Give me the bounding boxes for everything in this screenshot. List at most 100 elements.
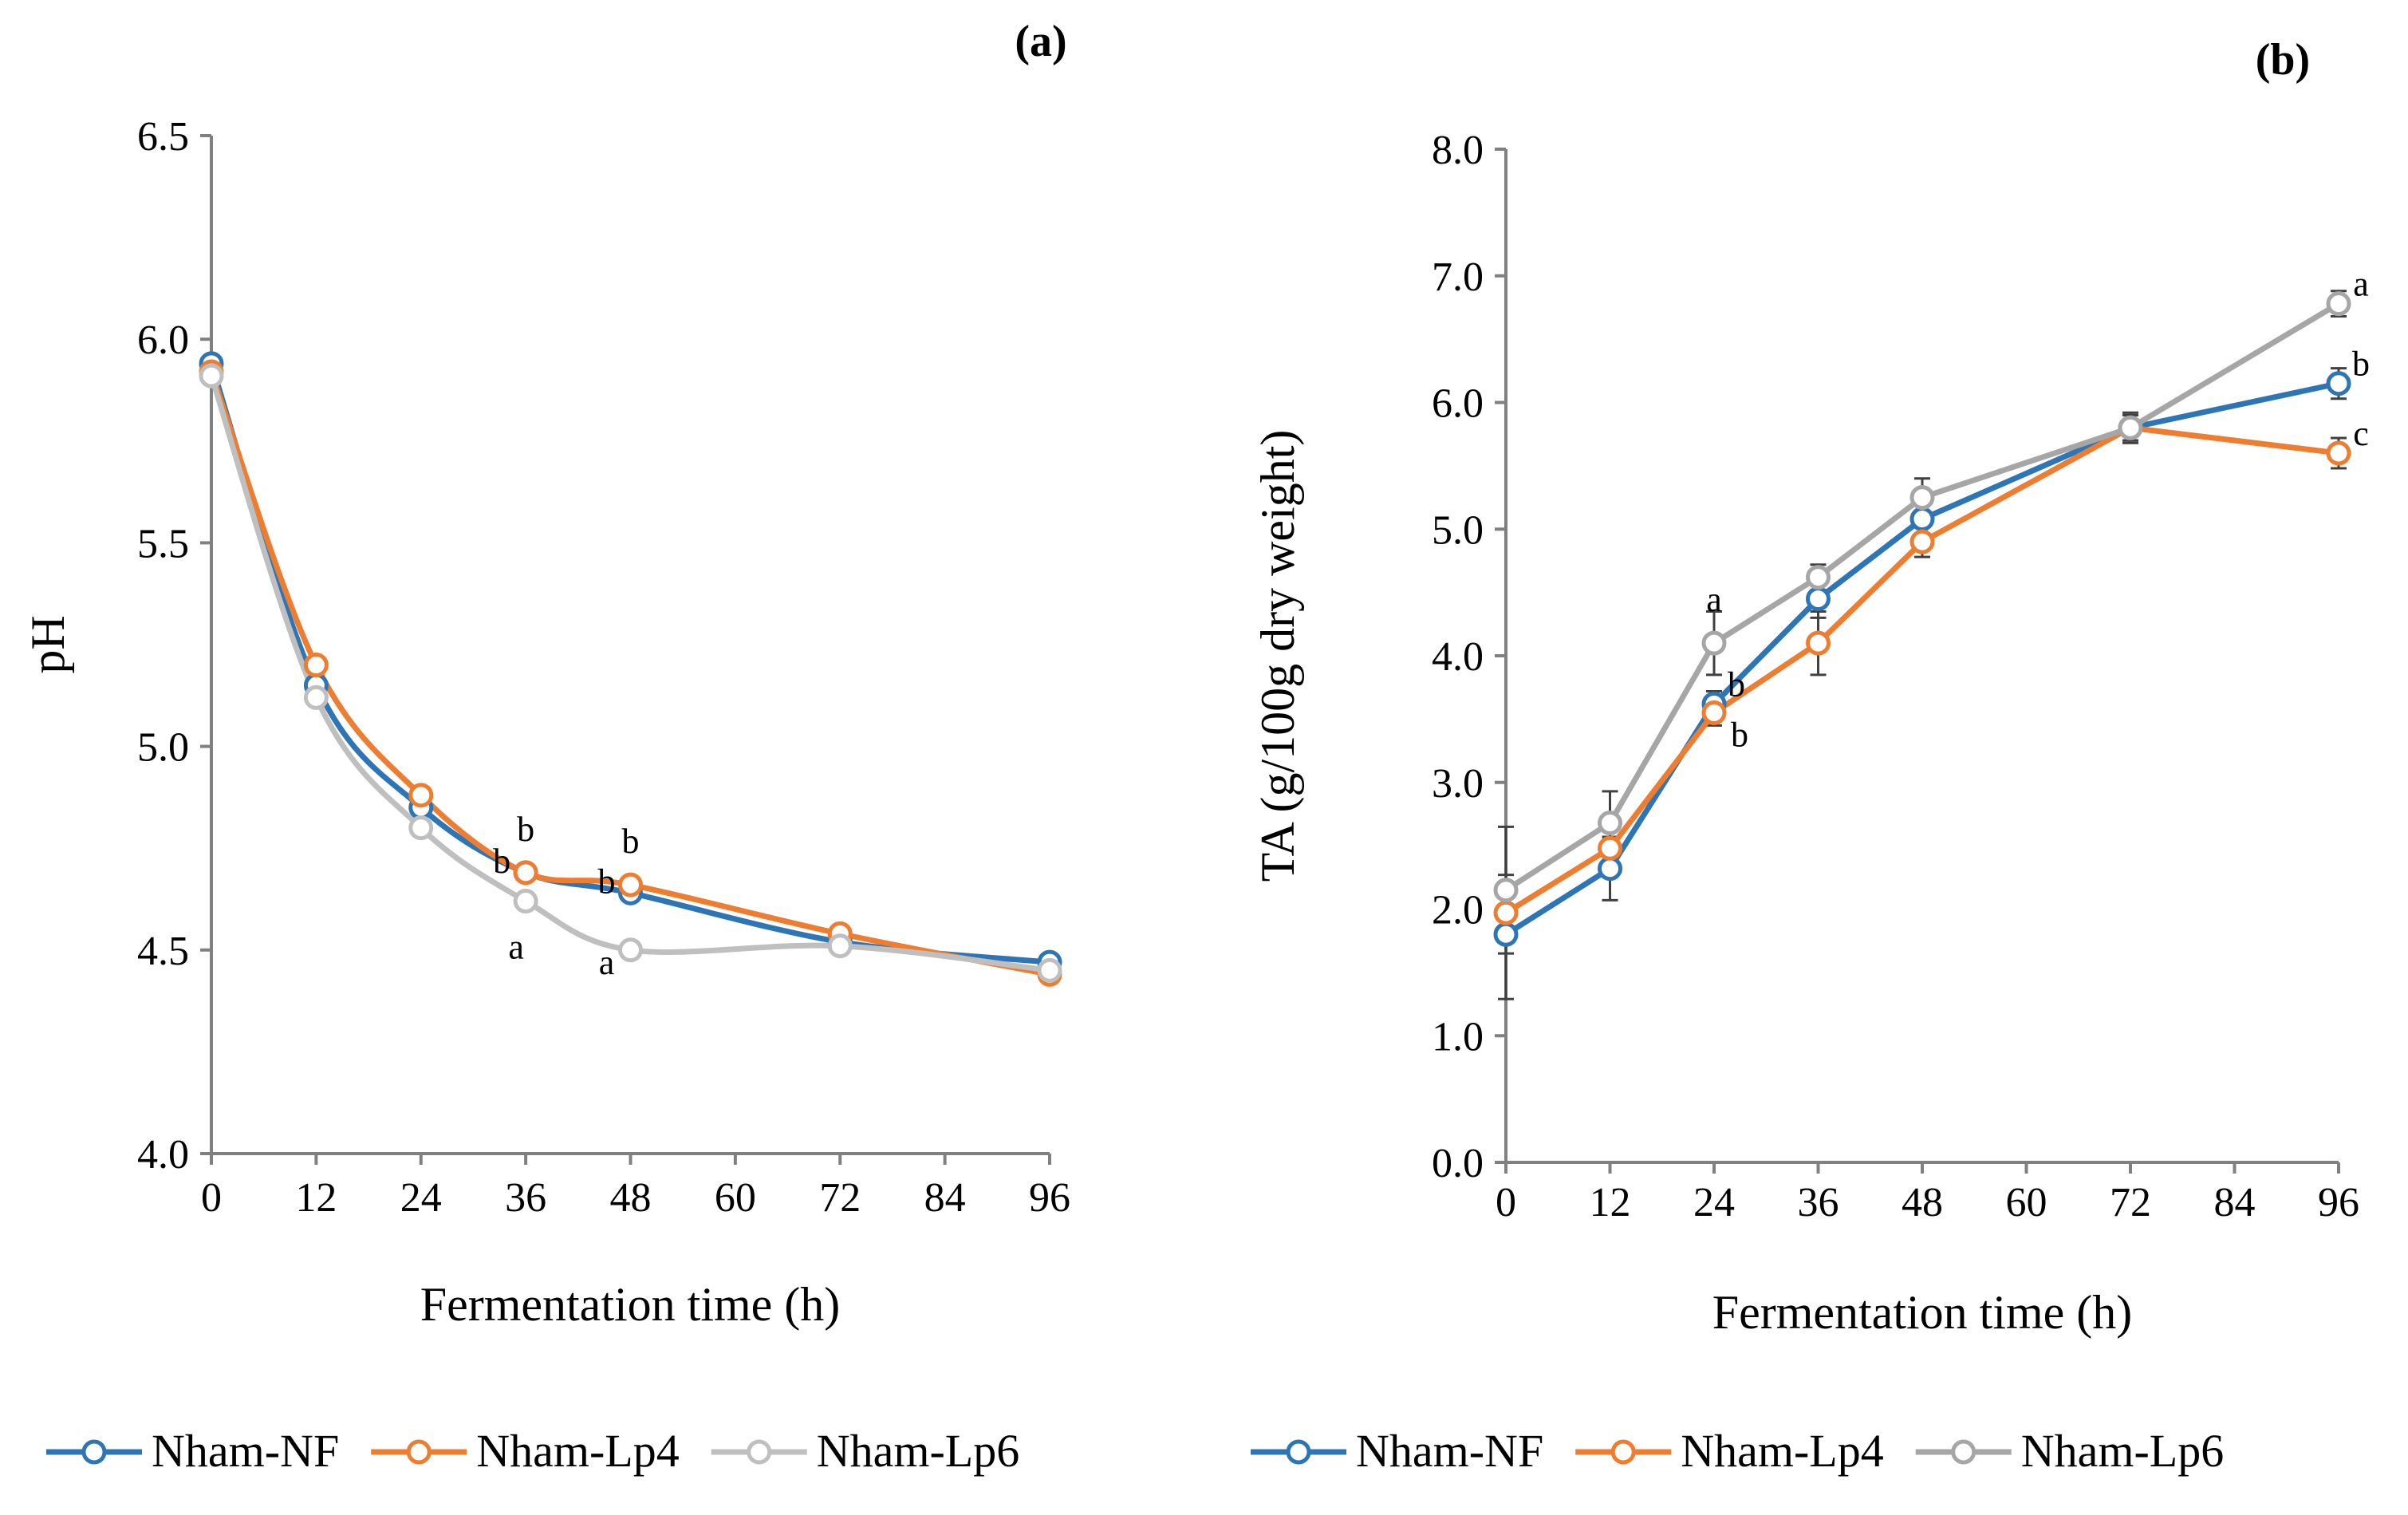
data-point-nham-lp6 [513, 889, 538, 914]
data-point-nham-lp6 [827, 933, 853, 959]
legend-marker-nham-lp6 [747, 1439, 772, 1465]
data-point-nham-lp4 [513, 860, 538, 886]
panel-a-xtick-label: 96 [1029, 1175, 1070, 1221]
significance-letter: a [508, 928, 524, 967]
panel-b-xtick-label: 60 [2006, 1180, 2047, 1225]
legend-marker-nham-nf [1286, 1439, 1311, 1465]
panel-b-y-label: TA (g/100g dry weight) [1251, 430, 1304, 882]
panel-b-ytick-label: 1.0 [1432, 1014, 1484, 1059]
panel-b-ytick-label: 6.0 [1432, 381, 1484, 427]
legend-marker-nham-lp4 [1610, 1439, 1636, 1465]
panel-b-ytick-label: 5.0 [1432, 507, 1484, 553]
significance-letter: b [493, 842, 510, 881]
panel-b-xtick-label: 96 [2318, 1180, 2359, 1225]
data-point-nham-lp6 [1806, 565, 1831, 590]
data-point-nham-lp4 [618, 872, 643, 898]
panel-b-ytick-label: 4.0 [1432, 634, 1484, 680]
panel-b-xtick-label: 72 [2110, 1180, 2151, 1225]
legend-label-nham-nf: Nham-NF [152, 1425, 339, 1477]
panel-a-ytick-label: 4.5 [137, 929, 189, 974]
panel-a-y-label: pH [22, 615, 74, 673]
panel-b-x-label: Fermentation time (h) [1712, 1286, 2133, 1339]
significance-letter: b [517, 810, 534, 849]
series-line-nham-nf [1504, 381, 2339, 937]
panel-b-xtick-label: 12 [1590, 1180, 1631, 1225]
data-point-nham-lp6 [618, 937, 643, 963]
legend-marker-nham-nf [81, 1439, 107, 1465]
panel-a-tag: (a) [1015, 17, 1066, 66]
data-point-nham-lp4 [1598, 835, 1622, 861]
chart-panel-a: (a) 4.0 4.5 5.0 5.5 6.0 6.5 0 12 24 36 48 60 72 84 96… [22, 17, 1070, 1331]
series-line-nham-nf [208, 362, 1050, 965]
data-point-nham-nf [1493, 921, 1519, 947]
panel-b-xtick-label: 0 [1496, 1180, 1516, 1225]
significance-letter: b [1731, 715, 1748, 754]
data-point-nham-lp4 [2326, 440, 2351, 466]
panel-a-xtick-label: 72 [819, 1175, 861, 1221]
panel-a-ytick-label: 4.0 [137, 1132, 189, 1178]
data-point-nham-lp4 [1806, 630, 1831, 656]
panel-a-xtick-label: 36 [505, 1175, 546, 1221]
panel-a-ytick-label: 6.0 [137, 318, 189, 363]
panel-b-xtick-label: 84 [2214, 1180, 2256, 1225]
panel-b-xtick-label: 48 [1902, 1180, 1943, 1225]
panel-a-x-label: Fermentation time (h) [420, 1278, 841, 1331]
data-point-nham-nf [1909, 507, 1935, 532]
legend-marker-nham-lp4 [406, 1439, 432, 1465]
significance-letter: b [1728, 665, 1745, 704]
panel-a-ytick-label: 5.5 [137, 521, 189, 566]
data-point-nham-lp4 [408, 783, 434, 808]
data-point-nham-lp6 [1493, 878, 1519, 903]
significance-letter: b [622, 822, 640, 861]
data-point-nham-lp4 [1493, 900, 1519, 925]
data-point-nham-lp6 [1701, 630, 1727, 656]
series-line-nham-lp6 [1504, 301, 2340, 893]
panel-b-xtick-label: 24 [1693, 1180, 1735, 1225]
panel-a-xtick-label: 84 [924, 1175, 966, 1221]
data-point-nham-lp6 [1909, 485, 1935, 511]
significance-letter: a [1706, 580, 1722, 619]
panel-b-ytick-label: 7.0 [1432, 254, 1484, 300]
legend-label-nham-lp4: Nham-Lp4 [476, 1425, 680, 1477]
panel-a-xtick-label: 48 [610, 1175, 652, 1221]
legend-panel-b: Nham-NF Nham-Lp4 Nham-Lp6 [1251, 1425, 2224, 1477]
panel-b-ytick-label: 2.0 [1432, 888, 1484, 933]
chart-panel-b: (b) 0.0 1.0 2.0 3.0 4.0 5.0 6.0 7.0 8.0 0 12 24 36 4… [1251, 35, 2370, 1339]
significance-letter: a [2353, 265, 2369, 304]
panel-a-xtick-label: 60 [715, 1175, 756, 1221]
panel-a-ytick-label: 6.5 [137, 114, 189, 160]
data-point-nham-lp4 [1701, 700, 1727, 725]
legend-marker-nham-lp6 [1951, 1439, 1976, 1465]
panel-b-xtick-label: 36 [1798, 1180, 1839, 1225]
panel-a-xtick-label: 0 [201, 1175, 222, 1221]
data-point-nham-lp6 [2118, 415, 2143, 440]
panel-b-tag: (b) [2256, 35, 2310, 85]
legend-label-nham-nf: Nham-NF [1356, 1425, 1543, 1477]
panel-a-xtick-label: 12 [295, 1175, 337, 1221]
legend-panel-a: Nham-NF Nham-Lp4 Nham-Lp6 [46, 1425, 1019, 1477]
significance-letter: a [599, 943, 615, 982]
data-point-nham-lp6 [1598, 811, 1622, 836]
data-point-nham-lp4 [303, 653, 329, 678]
panel-b-ytick-label: 0.0 [1432, 1141, 1484, 1186]
panel-a-ytick-label: 5.0 [137, 725, 189, 771]
data-point-nham-lp6 [408, 815, 434, 841]
data-point-nham-nf [1806, 586, 1831, 612]
data-point-nham-lp4 [1909, 529, 1935, 554]
significance-letter: b [2352, 345, 2370, 384]
panel-b-ytick-label: 8.0 [1432, 128, 1484, 173]
data-point-nham-lp6 [199, 363, 224, 389]
panel-b-ytick-label: 3.0 [1432, 761, 1484, 807]
panel-a-xtick-label: 24 [400, 1175, 442, 1221]
legend-label-nham-lp4: Nham-Lp4 [1681, 1425, 1884, 1477]
data-point-nham-nf [1598, 856, 1622, 882]
data-point-nham-lp6 [1037, 957, 1062, 983]
significance-letter: b [598, 862, 616, 901]
data-point-nham-lp6 [2326, 291, 2351, 317]
legend-label-nham-lp6: Nham-Lp6 [817, 1425, 1020, 1477]
data-point-nham-lp6 [303, 685, 329, 710]
data-point-nham-nf [2326, 371, 2351, 397]
legend-label-nham-lp6: Nham-Lp6 [2021, 1425, 2225, 1477]
significance-letter: c [2353, 414, 2369, 453]
